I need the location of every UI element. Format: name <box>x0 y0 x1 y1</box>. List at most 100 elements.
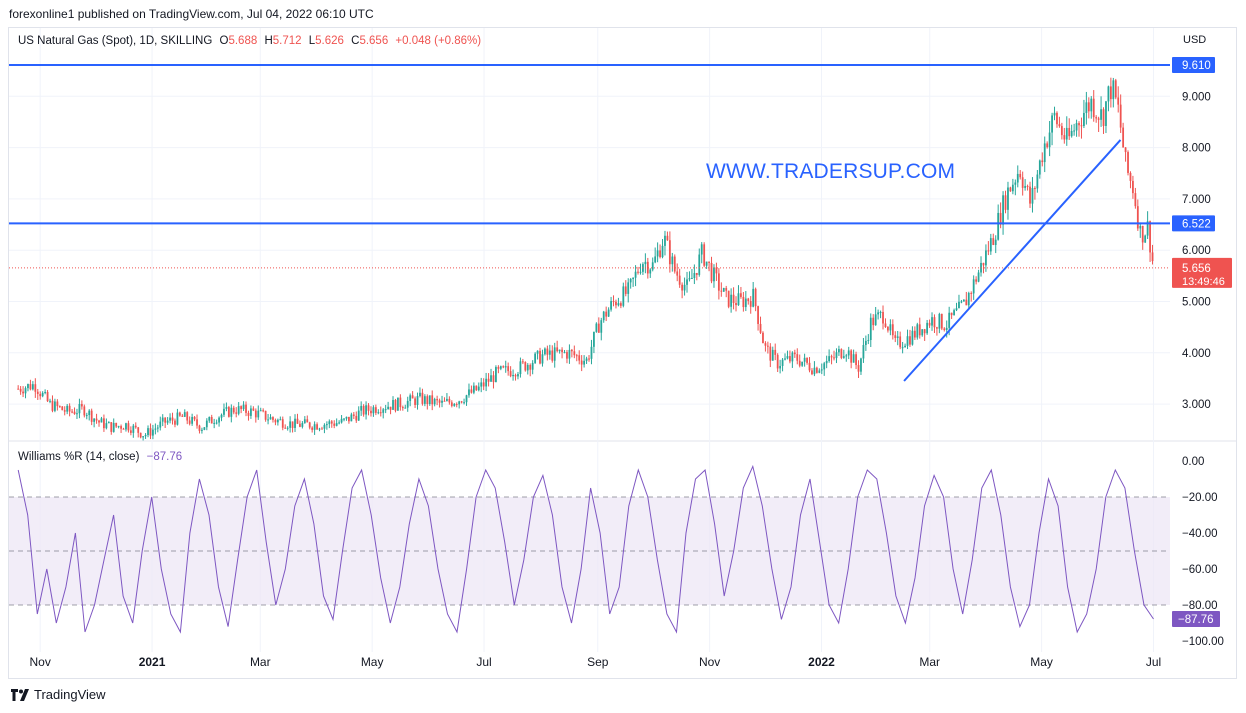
candle-body <box>759 323 762 333</box>
candle-body <box>125 423 127 430</box>
candle-body <box>654 256 657 263</box>
candle-body <box>860 358 862 372</box>
candle-body <box>90 410 93 422</box>
candle-body <box>394 399 397 411</box>
candle-body <box>671 256 674 265</box>
candle-body <box>166 420 169 423</box>
low-key: L <box>308 35 316 47</box>
symbol-legend[interactable]: US Natural Gas (Spot), 1D, SKILLING O 5.6… <box>18 35 481 47</box>
candle-body <box>80 404 83 407</box>
candle-body <box>1024 186 1027 188</box>
candle-body <box>906 336 909 346</box>
candle-body <box>982 262 985 266</box>
candle-body <box>144 435 147 437</box>
candle-body <box>891 324 894 336</box>
candle-body <box>752 288 755 307</box>
candle-body <box>88 410 91 416</box>
candle-body <box>357 410 360 421</box>
candle-body <box>502 366 505 368</box>
williams-legend[interactable]: Williams %R (14, close) −87.76 <box>18 451 182 463</box>
candle-body <box>722 288 725 292</box>
candle-body <box>63 410 66 412</box>
candle-body <box>766 345 769 347</box>
candle-body <box>66 405 69 412</box>
candle-body <box>686 279 688 285</box>
candle-body <box>666 235 669 241</box>
candle-body <box>78 404 81 414</box>
candle-body <box>578 355 581 361</box>
candle-body <box>360 405 363 411</box>
candle-body <box>39 393 42 397</box>
candle-body <box>1029 186 1031 204</box>
footer-brand[interactable]: TradingView <box>11 687 106 702</box>
watermark-text: WWW.TRADERSUP.COM <box>706 160 956 183</box>
candle-body <box>367 405 370 411</box>
candle-body <box>985 250 987 266</box>
candle-body <box>264 410 267 420</box>
candle-body <box>828 356 831 361</box>
trendline[interactable] <box>903 139 1122 382</box>
candle-body <box>325 424 328 426</box>
candle-body <box>142 436 145 438</box>
candle-body <box>575 355 578 357</box>
candle-body <box>76 413 78 415</box>
candle-body <box>585 358 588 361</box>
candle-body <box>1149 221 1151 253</box>
candle-body <box>661 245 664 258</box>
candle-body <box>656 250 659 257</box>
candle-body <box>813 367 816 375</box>
candle-body <box>29 384 32 390</box>
candle-body <box>372 407 375 414</box>
candle-body <box>455 404 458 406</box>
candle-body <box>879 311 882 313</box>
published-info: forexonline1 published on TradingView.co… <box>9 7 374 21</box>
candle-body <box>340 418 343 423</box>
candle-body <box>1087 102 1090 112</box>
open-key: O <box>219 35 229 47</box>
close-key: C <box>351 35 360 47</box>
candle-body <box>188 420 191 424</box>
candle-body <box>27 384 29 389</box>
candle-body <box>34 384 37 392</box>
candle-body <box>355 415 358 421</box>
close-value: 5.656 <box>359 35 389 47</box>
candle-body <box>68 405 71 412</box>
candle-body <box>678 275 681 285</box>
candle-body <box>152 429 154 436</box>
candle-body <box>864 340 867 346</box>
candle-body <box>830 356 833 358</box>
candle-body <box>1068 127 1071 137</box>
candle-body <box>414 398 416 405</box>
candle-body <box>855 354 857 366</box>
candle-body <box>210 416 213 424</box>
candle-body <box>436 399 439 401</box>
candle-body <box>556 347 559 352</box>
candle-body <box>1058 124 1061 127</box>
candle-body <box>73 411 76 415</box>
candle-body <box>798 360 801 366</box>
candle-body <box>428 395 431 404</box>
x-tick-label: May <box>361 655 384 669</box>
candle-body <box>276 419 279 423</box>
candle-body <box>923 329 926 334</box>
candle-body <box>397 397 399 411</box>
candle-body <box>453 404 456 406</box>
candle-body <box>345 416 348 419</box>
currency-label: USD <box>1183 34 1207 46</box>
candle-body <box>269 417 272 420</box>
williams-title: Williams %R (14, close) <box>18 451 140 463</box>
candle-body <box>1146 221 1149 236</box>
x-tick-label: May <box>1030 655 1053 669</box>
candle-body <box>1034 188 1036 190</box>
x-tick-label: Nov <box>30 655 51 669</box>
candle-body <box>992 238 995 245</box>
symbol-name: US Natural Gas (Spot), 1D, SKILLING <box>18 35 213 47</box>
candle-body <box>56 401 59 407</box>
candle-body <box>1124 147 1127 153</box>
candle-body <box>1090 98 1093 112</box>
candle-body <box>842 356 845 358</box>
candle-body <box>235 412 238 414</box>
candle-body <box>637 271 639 273</box>
candle-body <box>51 400 54 411</box>
